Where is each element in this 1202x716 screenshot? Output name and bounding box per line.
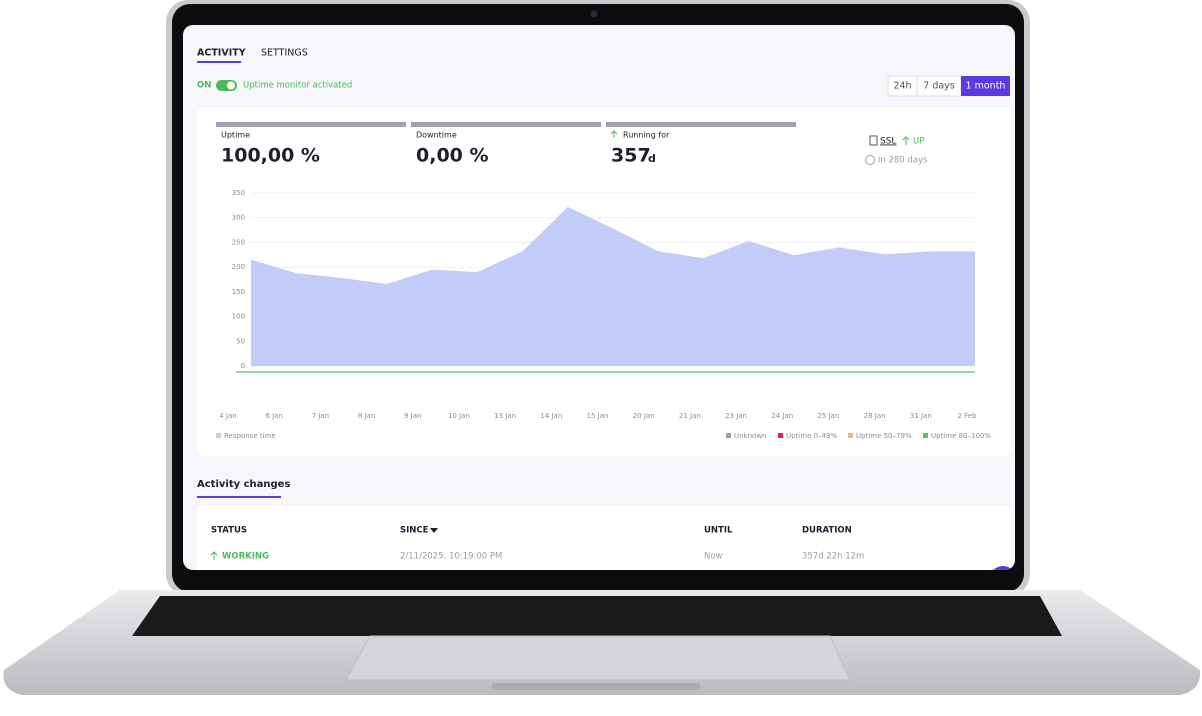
table-cell: 2/11/2025, 10:19:00 PM [400,552,502,562]
x-tick-label: 7 Jan [312,412,329,420]
doc-icon [869,135,878,146]
legend-label: Uptime 80–100% [931,432,991,440]
x-tick-label: 14 Jan [540,412,562,420]
table-card [197,505,1011,570]
x-tick-label: 21 Jan [679,412,701,420]
section-underline [197,496,281,498]
legend-label: Uptime 0–49% [786,432,837,440]
y-tick-label: 350 [232,189,245,197]
chart: 0 50 100 150 200 250 300 350 4 Jan 6 Jan 7 Jan 8 Ja… [216,189,991,440]
stat-value: 357 [611,145,651,167]
x-tick-label: 4 Jan [219,412,236,420]
x-tick-label: 28 Jan [864,412,886,420]
ssl-status: UP [913,137,924,147]
x-tick-label: 2 Feb [957,412,977,420]
tab-settings[interactable]: SETTINGS [261,48,308,59]
up-arrow [902,136,910,145]
x-tick-label: 9 Jan [404,412,421,420]
table-cell: 357d 22h 12m [802,552,864,562]
stat-label: Running for [623,131,670,140]
legend-label[interactable]: Response time [224,432,276,440]
y-tick-label: 50 [236,337,245,345]
stat-label: Downtime [416,131,457,140]
trackpad [345,635,851,681]
legend-label: Uptime 50–79% [856,432,912,440]
stat-label: Uptime [221,131,250,140]
ssl-expiry: in 280 days [878,156,928,166]
y-tick-label: 0 [241,362,245,370]
camera [590,10,598,18]
screen: ACTIVITY SETTINGS ON Uptime monitor acti… [183,25,1015,570]
activity-table: STATUS SINCE UNTIL DURATION WORKING 2/11/2025… [210,526,864,562]
stat-bar [606,122,796,127]
ssl-label[interactable]: SSL [880,137,896,147]
legend-swatch [726,433,731,438]
legend-swatch [923,433,928,438]
column-header: DURATION [802,526,852,536]
stat-value: 0,00 % [416,145,489,167]
range-label: 24h [893,81,911,92]
clock-icon [865,155,875,165]
up-arrow [210,551,218,560]
column-header: SINCE [400,526,429,536]
toggle-label: Uptime monitor activated [243,81,352,91]
y-tick-label: 100 [232,313,245,321]
tab-underline [197,61,241,63]
notch [492,683,700,690]
toggle-state: ON [197,81,211,91]
x-tick-label: 10 Jan [448,412,470,420]
range-button-active[interactable] [961,76,1010,96]
x-tick-label: 24 Jan [771,412,793,420]
x-tick-label: 23 Jan [725,412,747,420]
legend-label: Unknown [734,432,767,440]
x-tick-label: 15 Jan [587,412,609,420]
y-tick-label: 200 [232,263,245,271]
toggle-knob [227,81,235,90]
legend-swatch [778,433,783,438]
legend-swatch [216,433,221,438]
y-tick-label: 300 [232,214,245,222]
y-tick-label: 150 [232,288,245,296]
stat-unit: d [648,152,656,165]
up-arrow [610,130,618,138]
x-tick-label: 6 Jan [265,412,282,420]
x-tick-label: 8 Jan [358,412,375,420]
stat-value: 100,00 % [221,145,320,167]
x-tick-label: 31 Jan [910,412,932,420]
stat-bar [411,122,601,127]
x-tick-label: 13 Jan [494,412,516,420]
section-title: Activity changes [197,479,290,490]
range-label: 1 month [966,81,1006,92]
column-header: UNTIL [704,526,733,536]
table-cell: Now [704,552,723,562]
column-header: STATUS [211,526,247,536]
table-cell: WORKING [222,552,269,562]
area [251,206,975,366]
tab-activity[interactable]: ACTIVITY [197,48,246,59]
stat-bar [216,122,406,127]
x-tick-label: 25 Jan [817,412,839,420]
x-tick-label: 20 Jan [633,412,655,420]
keyboard [132,596,1062,636]
y-tick-label: 250 [232,238,245,246]
sort-icon [430,528,438,533]
legend-swatch [848,433,853,438]
range-label: 7 days [923,81,955,92]
